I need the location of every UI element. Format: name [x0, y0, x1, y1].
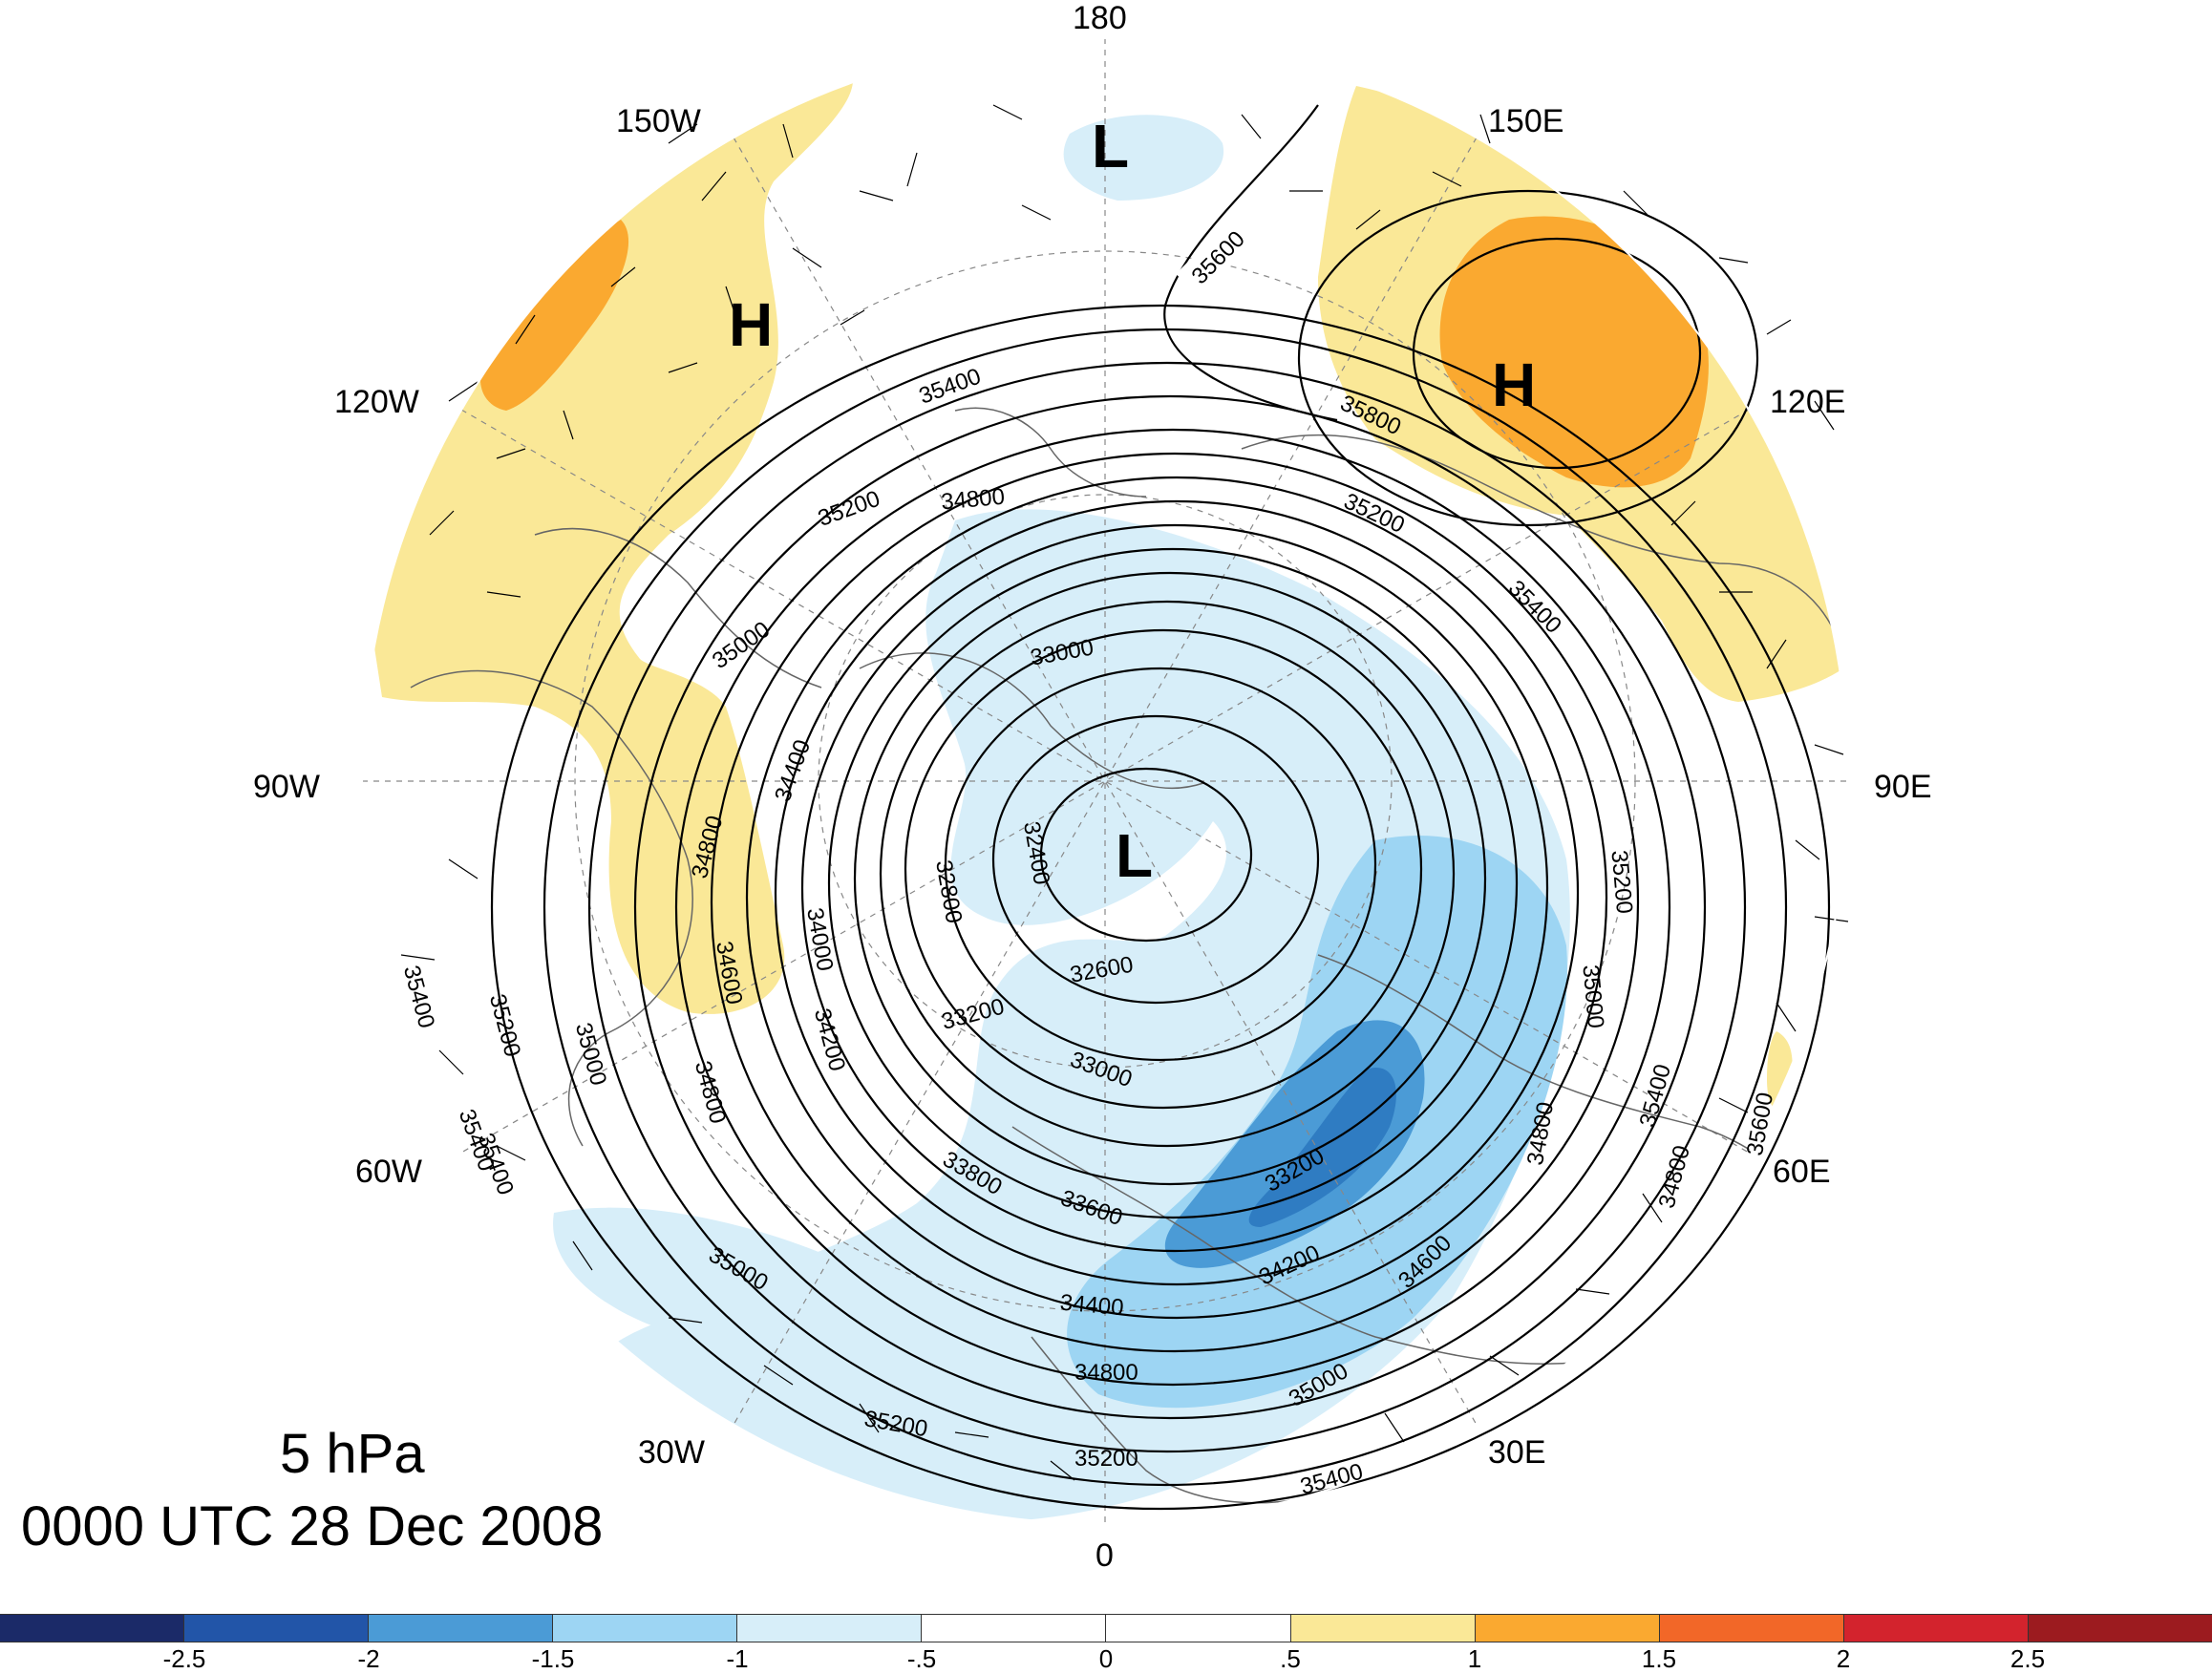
colorbar-tick-label: -2	[357, 1644, 380, 1673]
anomaly-fill-yellow-pacific	[363, 57, 854, 1014]
colorbar-segment	[2028, 1615, 2212, 1642]
contour-label: 35000	[1577, 964, 1608, 1029]
colorbar-segment	[369, 1615, 554, 1642]
colorbar-segment	[1659, 1615, 1844, 1642]
map-boundary	[361, 37, 1849, 1525]
longitude-label: 180	[1073, 0, 1127, 36]
colorbar-tick-label: .5	[1280, 1644, 1301, 1673]
colorbar-segment	[184, 1615, 370, 1642]
colorbar-segment	[1843, 1615, 2029, 1642]
longitude-label: 60W	[355, 1154, 422, 1190]
colorbar-tick-label: 1	[1467, 1644, 1482, 1673]
colorbar	[0, 1614, 2212, 1642]
longitude-label: 90E	[1874, 769, 1932, 805]
colorbar-segment	[553, 1615, 738, 1642]
longitude-label: 120E	[1770, 384, 1845, 420]
contour-label: 35200	[1606, 849, 1637, 915]
longitude-label: 150W	[616, 103, 701, 139]
longitude-label: 150E	[1488, 103, 1563, 139]
height-contours	[490, 104, 1831, 1511]
date-title: 0000 UTC 28 Dec 2008	[21, 1495, 604, 1557]
colorbar-labels: -2.5 -2 -1.5 -1 -.5 0 .5 1 1.5 2 2.5	[0, 1644, 2212, 1673]
colorbar-tick-label: -2.5	[162, 1644, 206, 1673]
contour-label: 35400	[398, 963, 439, 1030]
colorbar-tick-label: 2.5	[2010, 1644, 2046, 1673]
contour-label: 34800	[690, 1058, 731, 1126]
longitude-label: 30E	[1488, 1434, 1546, 1471]
contour-label: 35400	[1503, 576, 1566, 639]
high-center-label: H	[1492, 350, 1536, 419]
colorbar-segment	[0, 1615, 185, 1642]
longitude-label: 60E	[1773, 1154, 1831, 1190]
longitude-label: 120W	[334, 384, 419, 420]
contour-label: 34400	[1059, 1290, 1125, 1322]
contour-label: 35200	[1074, 1446, 1138, 1472]
graticule	[362, 38, 1848, 1524]
contour-label: 35000	[708, 617, 775, 674]
low-center-label: L	[1116, 821, 1153, 890]
contour-label: 34000	[801, 906, 838, 973]
colorbar-tick-label: 1.5	[1641, 1644, 1677, 1673]
colorbar-tick-label: -1	[726, 1644, 749, 1673]
high-center-label: H	[729, 290, 773, 359]
longitude-label: 30W	[638, 1434, 705, 1471]
colorbar-segment	[1475, 1615, 1660, 1642]
contour-label: 34800	[1654, 1143, 1695, 1211]
polar-stereographic-map: L L H H 180 150W 150E 120W 120E 90W 90E …	[253, 0, 1932, 1574]
low-center-label: L	[1092, 112, 1129, 180]
colorbar-tick-label: 2	[1836, 1644, 1851, 1673]
colorbar-tick-label: 0	[1098, 1644, 1114, 1673]
shading-layer	[363, 57, 1843, 1523]
anomaly-fill-orange-pacific	[479, 220, 629, 411]
colorbar-tick-label: -.5	[906, 1644, 937, 1673]
longitude-label: 0	[1095, 1537, 1114, 1574]
longitude-label: 90W	[253, 769, 320, 805]
contour-label: 35200	[484, 991, 525, 1059]
wind-barbs	[400, 104, 1849, 1481]
anomaly-fill-orange-asia	[1439, 216, 1709, 488]
contour-label: 34800	[1074, 1360, 1138, 1386]
anomaly-fill-light-blue-top	[1063, 115, 1224, 201]
anomaly-fill-strong-blue	[1248, 1068, 1396, 1227]
colorbar-segment	[922, 1615, 1107, 1642]
contour-label: 34800	[940, 484, 1006, 516]
colorbar-segment	[1106, 1615, 1291, 1642]
colorbar-segment	[737, 1615, 923, 1642]
colorbar-tick-label: -1.5	[531, 1644, 575, 1673]
colorbar-segment	[1290, 1615, 1476, 1642]
level-title: 5 hPa	[280, 1423, 425, 1485]
contour-label: 35200	[815, 486, 883, 532]
